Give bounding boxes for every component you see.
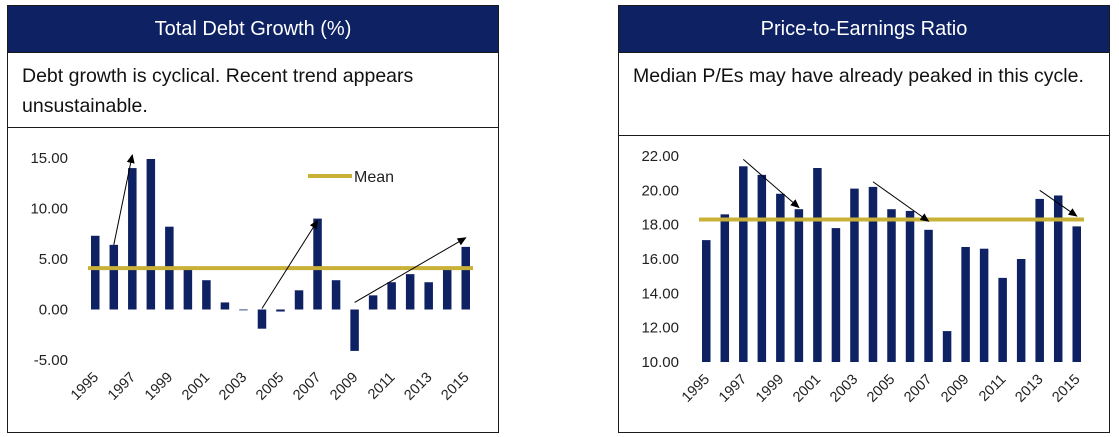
trend-arrow-3 xyxy=(354,237,467,303)
pe-ratio-caption: Median P/Es may have already peaked in t… xyxy=(619,52,1109,136)
bar-2006 xyxy=(294,290,304,310)
x-tick-label: 2003 xyxy=(216,370,250,404)
bar-2014 xyxy=(442,269,452,310)
trend-arrow-1 xyxy=(113,153,135,245)
y-tick-label: 20.00 xyxy=(641,182,679,199)
x-tick-label: 1999 xyxy=(142,370,176,404)
x-tick-label: 2001 xyxy=(179,370,213,404)
debt-growth-title: Total Debt Growth (%) xyxy=(8,6,498,52)
bar-2010 xyxy=(979,248,989,362)
bar-1995 xyxy=(91,235,100,310)
x-tick-label: 1997 xyxy=(105,370,139,404)
bar-2004 xyxy=(868,186,878,362)
y-tick-label: 22.00 xyxy=(641,148,679,165)
x-tick-label: 2003 xyxy=(827,372,861,406)
debt-growth-caption: Debt growth is cyclical. Recent trend ap… xyxy=(8,52,498,128)
bar-2000 xyxy=(183,269,193,310)
x-tick-label: 2011 xyxy=(365,370,398,403)
x-tick-label: 2009 xyxy=(938,372,972,406)
bar-2010 xyxy=(368,295,378,310)
x-tick-label: 2015 xyxy=(438,370,472,404)
bar-2014 xyxy=(1053,195,1063,362)
bar-2001 xyxy=(813,168,822,362)
bar-1998 xyxy=(757,174,767,362)
x-tick-label: 2015 xyxy=(1049,372,1083,406)
bar-2008 xyxy=(331,280,341,310)
bar-1999 xyxy=(776,193,785,362)
bar-2003 xyxy=(850,188,859,362)
x-tick-label: 2005 xyxy=(253,370,287,404)
y-tick-label: 10.00 xyxy=(30,201,68,218)
bar-1997 xyxy=(739,166,748,362)
pe-ratio-panel: Price-to-Earnings Ratio Median P/Es may … xyxy=(618,5,1110,433)
bar-2015 xyxy=(461,246,470,310)
bar-2005 xyxy=(887,209,896,362)
x-tick-label: 2005 xyxy=(864,372,898,406)
bar-2009 xyxy=(350,309,359,351)
bar-2002 xyxy=(220,302,230,310)
bar-2013 xyxy=(424,282,433,310)
trend-arrow-3 xyxy=(1039,189,1078,217)
x-tick-label: 2001 xyxy=(790,372,824,406)
bar-2003 xyxy=(239,309,248,311)
trend-arrow-2 xyxy=(261,219,319,309)
bar-2002 xyxy=(831,228,841,362)
y-tick-label: 15.00 xyxy=(30,150,68,167)
bar-2012 xyxy=(405,274,415,310)
debt-growth-panel: Total Debt Growth (%) Debt growth is cyc… xyxy=(7,5,499,433)
bar-1997 xyxy=(128,168,137,310)
trend-arrow-2 xyxy=(872,181,930,222)
x-tick-label: 2009 xyxy=(327,370,361,404)
y-tick-label: 14.00 xyxy=(641,285,679,302)
bar-2007 xyxy=(924,229,933,362)
y-tick-label: 0.00 xyxy=(39,302,68,319)
x-tick-label: 2007 xyxy=(290,370,324,404)
bar-2000 xyxy=(794,209,804,362)
y-tick-label: 16.00 xyxy=(641,251,679,268)
bar-2001 xyxy=(202,280,211,310)
bar-2012 xyxy=(1016,259,1026,362)
y-tick-label: 12.00 xyxy=(641,320,679,337)
x-tick-label: 2007 xyxy=(901,372,935,406)
x-tick-label: 1999 xyxy=(753,372,787,406)
x-tick-label: 1995 xyxy=(679,372,713,406)
y-tick-label: -5.00 xyxy=(34,352,68,369)
pe-ratio-title: Price-to-Earnings Ratio xyxy=(619,6,1109,52)
trend-arrow-1 xyxy=(742,159,800,209)
bar-2015 xyxy=(1072,226,1081,362)
bar-2008 xyxy=(942,331,952,362)
bar-1998 xyxy=(146,159,156,310)
y-tick-label: 5.00 xyxy=(39,251,68,268)
bar-2005 xyxy=(276,309,285,312)
x-tick-label: 1995 xyxy=(68,370,102,404)
y-tick-label: 18.00 xyxy=(641,217,679,234)
bar-2006 xyxy=(905,210,915,362)
bar-2011 xyxy=(998,277,1007,362)
bar-2011 xyxy=(387,282,396,310)
bar-2007 xyxy=(313,218,322,310)
bar-1996 xyxy=(109,244,119,310)
bar-1996 xyxy=(720,214,730,362)
bar-2009 xyxy=(961,246,970,362)
x-tick-label: 1997 xyxy=(716,372,750,406)
bar-1995 xyxy=(702,240,711,362)
x-tick-label: 2011 xyxy=(976,372,1009,405)
x-tick-label: 2013 xyxy=(1012,372,1046,406)
y-tick-label: 10.00 xyxy=(641,354,679,371)
bar-2013 xyxy=(1035,198,1044,362)
x-tick-label: 2013 xyxy=(401,370,435,404)
bar-2004 xyxy=(257,309,267,329)
legend-mean-label: Mean xyxy=(354,169,394,186)
